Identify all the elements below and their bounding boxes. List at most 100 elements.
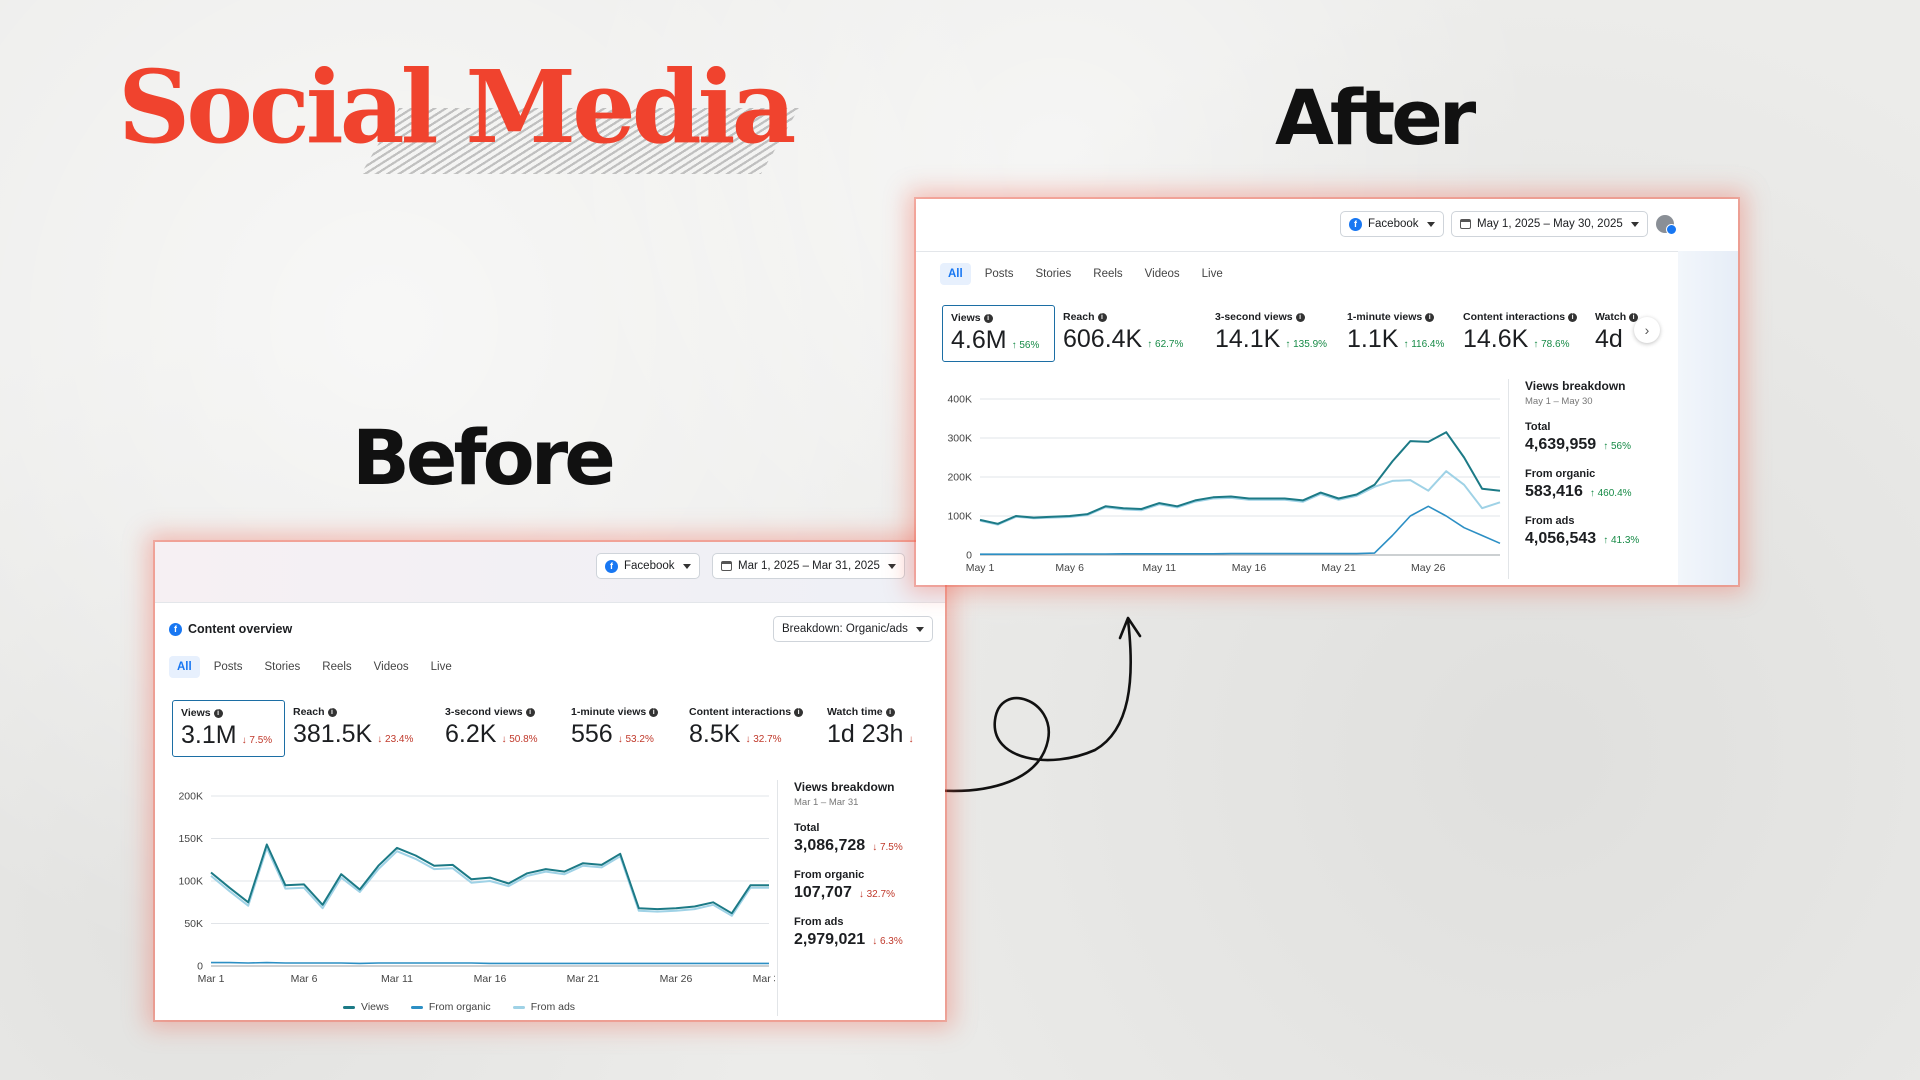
before-label: Before bbox=[352, 413, 616, 502]
after-views-breakdown: Views breakdown May 1 – May 30 Total 4,6… bbox=[1508, 379, 1678, 579]
breakdown-label: From ads bbox=[1525, 515, 1575, 527]
x-tick-label: May 6 bbox=[1055, 562, 1084, 574]
metric-watch-time[interactable]: Watch i 4d bbox=[1587, 305, 1667, 362]
metric-value: 4.6M bbox=[951, 326, 1007, 354]
info-icon: i bbox=[1629, 312, 1639, 322]
breakdown-change: ↓ 32.7% bbox=[858, 889, 895, 900]
x-tick-label: Mar 6 bbox=[291, 973, 318, 985]
metric-watch-time[interactable]: Watch time i 1d 23h ↓ bbox=[819, 700, 929, 757]
metric-label: Watch bbox=[1595, 311, 1627, 323]
metric-change: ↑ 56% bbox=[1011, 340, 1040, 351]
breakdown-change: ↑ 41.3% bbox=[1603, 535, 1640, 546]
avatar[interactable] bbox=[1656, 215, 1677, 235]
breakdown-ads: From ads 2,979,021 ↓ 6.3% bbox=[794, 916, 937, 949]
metric-3-second-views[interactable]: 3-second views i 6.2K ↓ 50.8% bbox=[437, 700, 563, 757]
tab-videos[interactable]: Videos bbox=[373, 661, 409, 673]
breakdown-value: 107,707 bbox=[794, 884, 852, 901]
x-tick-label: May 26 bbox=[1411, 562, 1446, 574]
metric-content-interactions[interactable]: Content interactions i 8.5K ↓ 32.7% bbox=[681, 700, 819, 757]
metric-1-minute-views[interactable]: 1-minute views i 1.1K ↑ 116.4% bbox=[1339, 305, 1455, 362]
metric-label: Content interactions bbox=[689, 706, 792, 718]
before-dashboard-panel: f Facebook Mar 1, 2025 – Mar 31, 2025 f … bbox=[155, 542, 945, 1020]
after-content-tabs: All Posts Stories Reels Videos Live bbox=[940, 263, 1231, 285]
y-tick-label: 150K bbox=[178, 833, 203, 845]
metric-3-second-views[interactable]: 3-second views i 14.1K ↑ 135.9% bbox=[1207, 305, 1339, 362]
metric-reach[interactable]: Reach i 381.5K ↓ 23.4% bbox=[285, 700, 437, 757]
metric-value: 1.1K bbox=[1347, 325, 1399, 353]
after-dashboard-panel: f Facebook May 1, 2025 – May 30, 2025 Al… bbox=[916, 199, 1738, 585]
breakdown-organic: From organic 107,707 ↓ 32.7% bbox=[794, 869, 937, 902]
info-icon: i bbox=[1425, 312, 1435, 322]
tab-posts[interactable]: Posts bbox=[213, 661, 243, 673]
metric-views[interactable]: Views i 4.6M ↑ 56% bbox=[942, 305, 1055, 362]
after-platform-select[interactable]: f Facebook bbox=[1340, 211, 1444, 237]
breakdown-select[interactable]: Breakdown: Organic/ads bbox=[773, 616, 933, 642]
y-tick-label: 100K bbox=[947, 511, 972, 523]
metric-label: 3-second views bbox=[445, 706, 523, 718]
legend-from-organic: From organic bbox=[410, 1001, 491, 1013]
metric-value: 14.1K bbox=[1215, 325, 1281, 353]
scroll-right-chevron-icon[interactable]: › bbox=[1634, 317, 1660, 343]
metric-views[interactable]: Views i 3.1M ↓ 7.5% bbox=[172, 700, 285, 757]
breakdown-label: Total bbox=[794, 822, 820, 834]
metric-value: 8.5K bbox=[689, 720, 741, 748]
before-platform-label: Facebook bbox=[624, 560, 675, 572]
x-tick-label: Mar 16 bbox=[474, 973, 507, 985]
before-metrics-row: Views i 3.1M ↓ 7.5% Reach i 381.5K ↓ 23.4% 3… bbox=[172, 700, 929, 757]
tab-all[interactable]: All bbox=[169, 656, 200, 678]
after-label: After bbox=[1275, 73, 1476, 162]
metric-value: 556 bbox=[571, 720, 613, 748]
before-platform-select[interactable]: f Facebook bbox=[596, 553, 700, 579]
breakdown-ads: From ads 4,056,543 ↑ 41.3% bbox=[1525, 515, 1678, 548]
breakdown-range: Mar 1 – Mar 31 bbox=[794, 797, 859, 808]
content-overview-heading: f Content overview bbox=[169, 622, 292, 636]
tab-posts[interactable]: Posts bbox=[984, 268, 1014, 280]
facebook-icon: f bbox=[605, 559, 618, 573]
breakdown-range: May 1 – May 30 bbox=[1525, 396, 1593, 407]
metric-change: ↓ 7.5% bbox=[241, 735, 273, 746]
tab-live[interactable]: Live bbox=[430, 661, 452, 673]
curly-arrow-icon bbox=[930, 616, 1142, 793]
breakdown-change: ↓ 7.5% bbox=[872, 842, 903, 853]
info-icon: i bbox=[983, 313, 993, 323]
info-icon: i bbox=[1568, 312, 1578, 322]
series-line-from-organic bbox=[980, 505, 1501, 555]
metric-reach[interactable]: Reach i 606.4K ↑ 62.7% bbox=[1055, 305, 1207, 362]
chevron-down-icon bbox=[915, 626, 924, 632]
metric-label: Reach bbox=[293, 706, 325, 718]
metric-value: 14.6K bbox=[1463, 325, 1529, 353]
info-icon: i bbox=[885, 707, 895, 717]
breakdown-value: 583,416 bbox=[1525, 483, 1583, 500]
tab-reels[interactable]: Reels bbox=[322, 661, 352, 673]
metric-change: ↓ 32.7% bbox=[745, 734, 782, 745]
tab-reels[interactable]: Reels bbox=[1093, 268, 1123, 280]
metric-change: ↓ 53.2% bbox=[617, 734, 654, 745]
x-tick-label: Mar 11 bbox=[381, 973, 413, 985]
metric-content-interactions[interactable]: Content interactions i 14.6K ↑ 78.6% bbox=[1455, 305, 1587, 362]
metric-value: 381.5K bbox=[293, 720, 373, 748]
tab-videos[interactable]: Videos bbox=[1144, 268, 1180, 280]
tab-stories[interactable]: Stories bbox=[264, 661, 301, 673]
breakdown-label: Total bbox=[1525, 421, 1551, 433]
series-line-views bbox=[210, 843, 769, 915]
x-tick-label: May 11 bbox=[1142, 562, 1176, 574]
x-tick-label: Mar 26 bbox=[660, 973, 693, 985]
legend-swatch bbox=[512, 1005, 525, 1009]
tab-stories[interactable]: Stories bbox=[1035, 268, 1072, 280]
tab-all[interactable]: All bbox=[940, 263, 971, 285]
tab-live[interactable]: Live bbox=[1201, 268, 1223, 280]
metric-1-minute-views[interactable]: 1-minute views i 556 ↓ 53.2% bbox=[563, 700, 681, 757]
before-views-breakdown: Views breakdown Mar 1 – Mar 31 Total 3,0… bbox=[777, 780, 937, 1016]
calendar-icon bbox=[721, 561, 732, 571]
info-icon: i bbox=[525, 707, 535, 717]
breakdown-label: From organic bbox=[1525, 468, 1596, 480]
chevron-down-icon bbox=[1426, 221, 1435, 227]
legend-label: Views bbox=[361, 1001, 389, 1013]
breakdown-label: From ads bbox=[794, 916, 844, 928]
before-date-range-select[interactable]: Mar 1, 2025 – Mar 31, 2025 bbox=[712, 553, 905, 579]
after-date-range-select[interactable]: May 1, 2025 – May 30, 2025 bbox=[1451, 211, 1648, 237]
info-icon: i bbox=[649, 707, 659, 717]
metric-value: 6.2K bbox=[445, 720, 497, 748]
x-tick-label: Mar 1 bbox=[198, 973, 225, 985]
breakdown-value: 4,639,959 bbox=[1525, 436, 1597, 453]
